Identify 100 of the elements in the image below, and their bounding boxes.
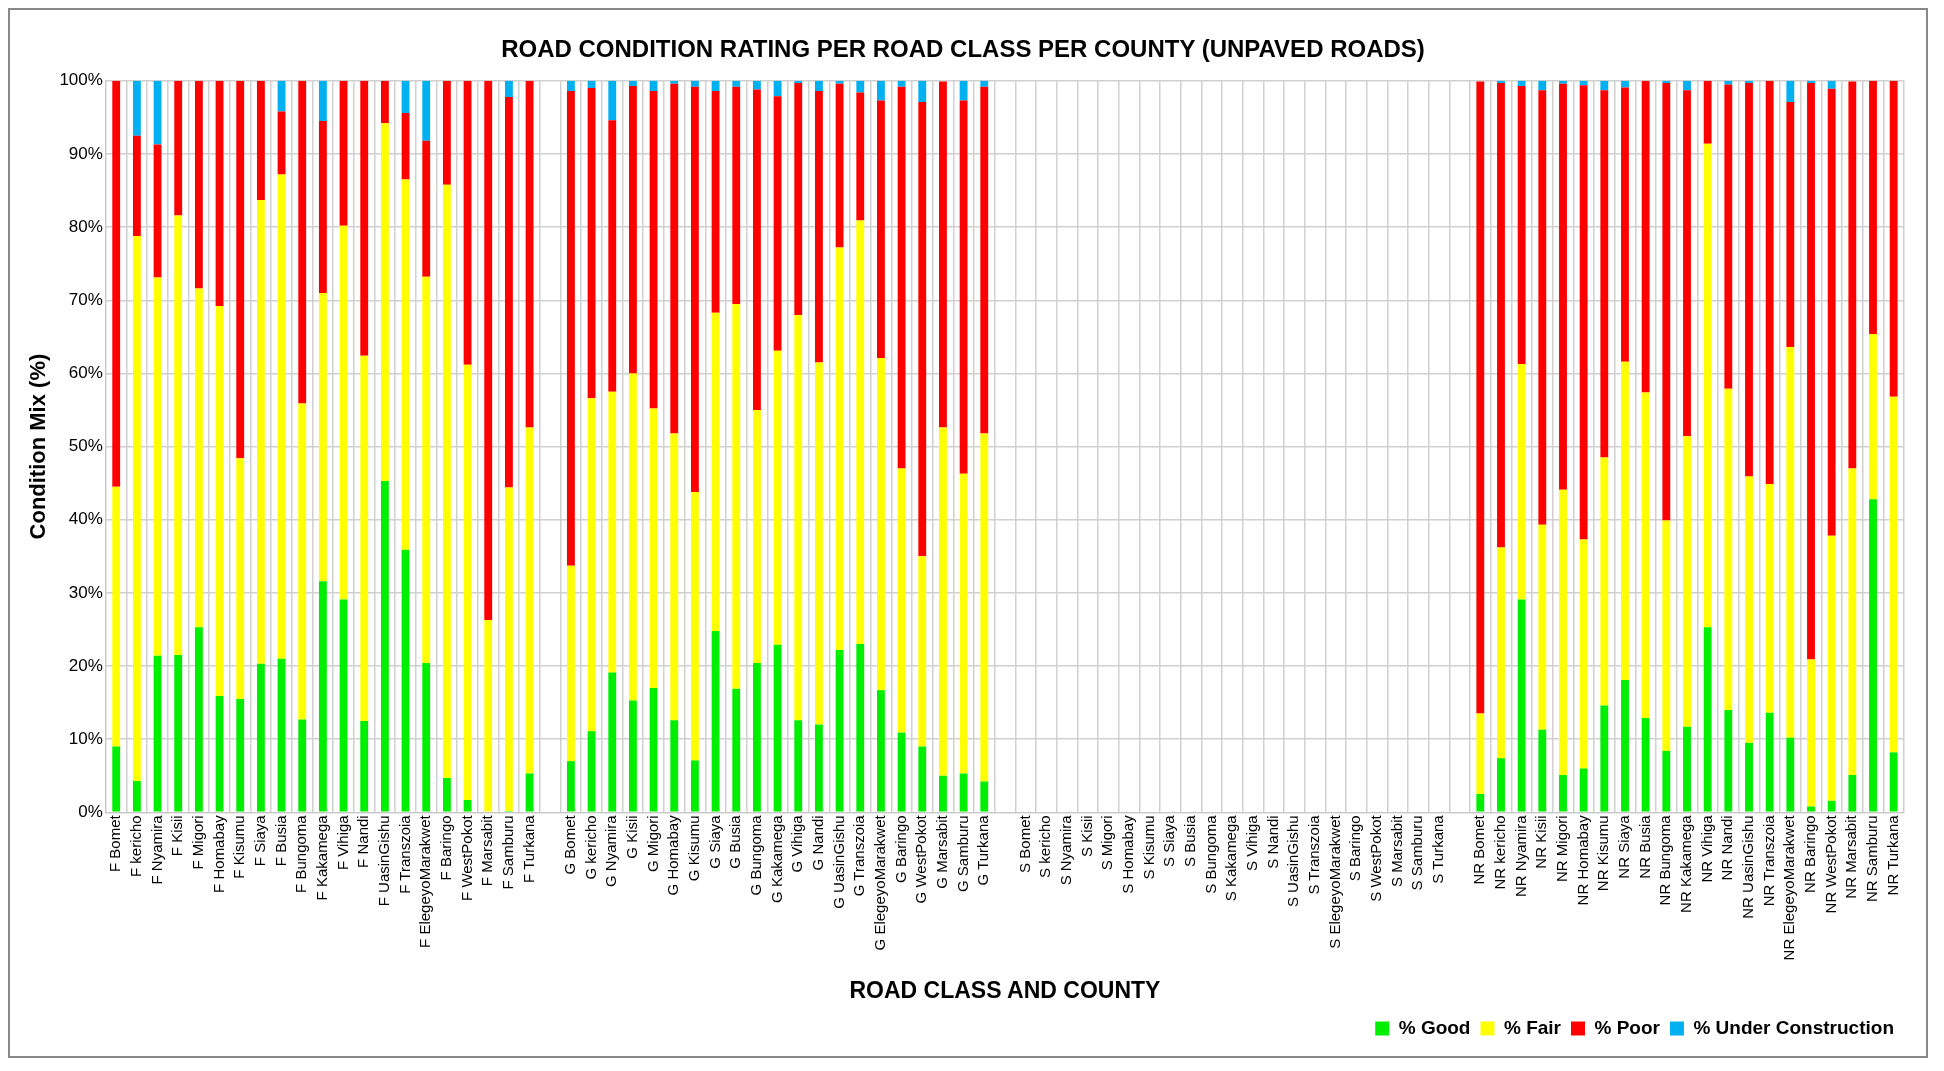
bar xyxy=(1559,80,1567,84)
x-tick-label: F Kakamega xyxy=(313,814,331,901)
x-tick-label: S Siaya xyxy=(1160,814,1178,868)
x-tick-label: NR Homabay xyxy=(1573,814,1591,906)
x-tick-label: F ElegeyoMarakwet xyxy=(416,814,434,948)
bar xyxy=(504,80,513,97)
bar xyxy=(401,112,410,180)
bar xyxy=(1559,775,1567,812)
bar xyxy=(959,473,968,774)
x-tick-label: NR Nandi xyxy=(1718,815,1736,881)
x-tick-label: S Kisii xyxy=(1077,815,1095,858)
bar xyxy=(132,235,141,781)
x-tick-label: S Homabay xyxy=(1119,814,1137,894)
x-tick-label: NR Busia xyxy=(1635,814,1653,879)
x-tick-label: G Baringo xyxy=(891,815,909,883)
x-tick-label: G Kakamega xyxy=(767,814,785,903)
y-tick-label: 60% xyxy=(68,363,103,383)
x-tick-label: G Bungoma xyxy=(747,814,765,896)
bar xyxy=(442,184,451,778)
x-tick-label: F kericho xyxy=(127,815,145,878)
y-tick-label: 40% xyxy=(68,509,103,529)
bar xyxy=(1497,758,1505,812)
bar xyxy=(773,96,782,351)
bar xyxy=(153,144,162,278)
bar xyxy=(753,663,761,812)
bar xyxy=(1765,483,1774,713)
bar xyxy=(463,799,472,812)
bar xyxy=(711,80,720,92)
bar xyxy=(442,80,451,185)
bar xyxy=(277,80,286,112)
bar xyxy=(1827,800,1836,812)
bar xyxy=(753,80,761,90)
x-tick-label: G Transzoia xyxy=(850,814,868,897)
x-tick-label: F WestPokot xyxy=(457,814,475,901)
x-tick-label: S Baringo xyxy=(1346,815,1364,882)
bar xyxy=(380,480,389,812)
bar xyxy=(1600,90,1609,458)
x-tick-label: F Marsabit xyxy=(478,814,496,887)
bar xyxy=(504,487,513,811)
bar xyxy=(1641,392,1650,718)
bar xyxy=(877,80,885,101)
x-tick-label: G Turkana xyxy=(974,814,992,886)
legend-label: % Poor xyxy=(1594,1016,1661,1038)
bar xyxy=(877,690,885,812)
bar xyxy=(504,96,513,488)
x-tick-label: F Migori xyxy=(189,815,207,870)
x-tick-label: NR ElegeyoMarakwet xyxy=(1780,814,1798,961)
bar xyxy=(1869,333,1877,500)
bar xyxy=(628,80,637,86)
bar xyxy=(1538,80,1547,91)
legend-label: % Good xyxy=(1398,1016,1471,1038)
x-tick-label: S WestPokot xyxy=(1367,814,1385,902)
bar xyxy=(1745,476,1753,743)
bar xyxy=(794,314,803,721)
bar xyxy=(1559,83,1567,490)
bar xyxy=(256,80,265,201)
bar xyxy=(773,80,782,97)
x-tick-label: NR Kisumu xyxy=(1594,815,1612,892)
bar xyxy=(1827,535,1836,801)
bar xyxy=(918,746,927,812)
bar xyxy=(587,398,596,732)
y-axis-title: Condition Mix (%) xyxy=(25,353,51,540)
bar xyxy=(670,720,679,812)
bar xyxy=(1683,436,1691,727)
x-tick-label: F Baringo xyxy=(437,815,455,881)
bar xyxy=(1517,85,1526,364)
x-tick-label: S Busia xyxy=(1181,814,1199,868)
bar xyxy=(1517,80,1526,86)
y-tick-label: 10% xyxy=(68,728,103,748)
bar xyxy=(711,630,720,812)
bar xyxy=(525,80,534,428)
bar xyxy=(1641,80,1650,393)
x-tick-label: S Kisumu xyxy=(1139,815,1157,880)
bar xyxy=(1476,794,1485,812)
bar xyxy=(1786,347,1795,738)
bar xyxy=(380,123,389,481)
bar xyxy=(112,486,121,747)
bar xyxy=(877,100,885,359)
x-tick-label: S Bungoma xyxy=(1201,814,1219,894)
x-tick-label: G Vihiga xyxy=(788,814,806,873)
bar xyxy=(194,627,203,812)
bar xyxy=(484,80,493,620)
x-tick-label: NR Baringo xyxy=(1801,815,1819,893)
x-tick-label: F Vihiga xyxy=(333,814,351,871)
bar xyxy=(918,556,927,747)
bar xyxy=(112,746,121,812)
bar xyxy=(732,303,741,689)
bar xyxy=(1621,679,1629,812)
bar xyxy=(318,80,327,122)
bar xyxy=(1497,83,1505,548)
bar xyxy=(649,408,658,688)
x-tick-label: S Marsabit xyxy=(1387,814,1405,888)
bar xyxy=(1703,627,1712,812)
bar xyxy=(959,100,968,474)
bar xyxy=(1497,80,1505,83)
bar xyxy=(1889,396,1898,753)
bar xyxy=(732,86,741,304)
bar xyxy=(318,581,327,812)
bar xyxy=(318,292,327,582)
bar xyxy=(1662,80,1671,83)
